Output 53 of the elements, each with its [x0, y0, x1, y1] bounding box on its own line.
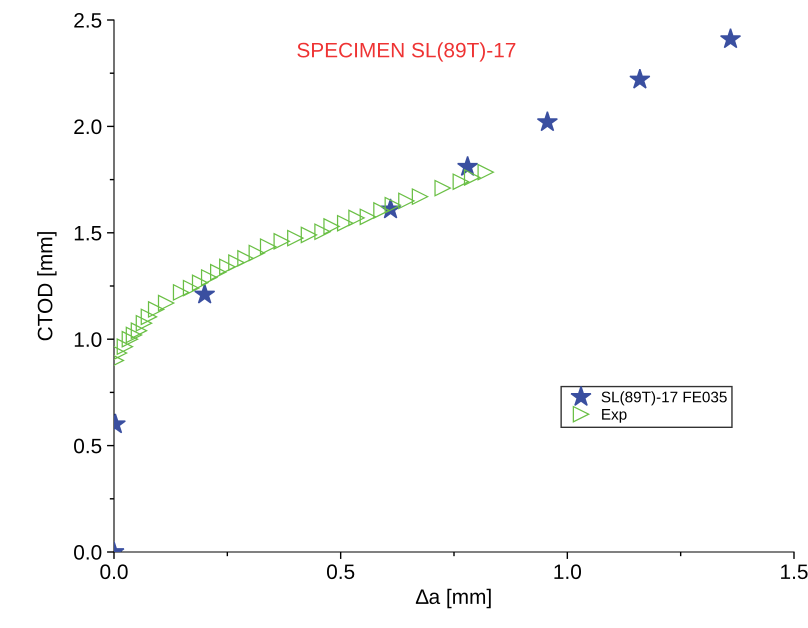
point	[373, 202, 390, 219]
point	[398, 192, 415, 210]
point	[336, 214, 354, 232]
point	[219, 258, 236, 276]
point	[412, 188, 428, 205]
point	[172, 284, 190, 301]
point	[136, 314, 152, 332]
point	[126, 326, 142, 344]
point	[182, 280, 200, 296]
point	[194, 283, 216, 304]
point	[228, 254, 245, 271]
point	[130, 322, 148, 339]
x-tick-label: 1.5	[781, 564, 808, 580]
x-tick-label: 0.5	[327, 564, 354, 580]
point	[140, 308, 158, 326]
x-tick-label: 0.0	[100, 564, 128, 580]
point	[148, 301, 164, 318]
point	[158, 294, 174, 312]
y-tick-label: 1.0	[74, 332, 102, 347]
point	[323, 218, 340, 235]
point	[210, 264, 227, 280]
point	[248, 244, 266, 262]
y-tick-label: 0.5	[74, 438, 102, 454]
point	[536, 111, 558, 132]
point	[237, 250, 254, 267]
point	[116, 338, 134, 355]
point	[720, 28, 742, 48]
point	[287, 230, 304, 246]
point	[260, 238, 276, 255]
point	[434, 180, 451, 196]
point	[629, 68, 650, 89]
point	[300, 226, 318, 244]
y-tick-label: 2.0	[74, 119, 102, 134]
legend-label: Exp	[602, 409, 627, 423]
point	[122, 330, 138, 348]
annotation: SPECIMEN SL(89T)-17	[297, 42, 516, 62]
point	[192, 274, 208, 292]
point	[457, 156, 478, 176]
point	[314, 223, 331, 240]
legend-label: SL(89T)-17 FE035	[602, 391, 727, 406]
point	[360, 208, 376, 226]
point	[464, 169, 480, 186]
y-tick-label: 1.5	[74, 226, 102, 241]
point	[348, 210, 365, 226]
x-tick-label: 1.0	[554, 564, 581, 580]
point	[273, 233, 290, 250]
x-axis-title: ∆a [mm]	[416, 588, 491, 608]
y-tick-label: 2.5	[74, 13, 102, 28]
y-tick-label: 0.0	[74, 545, 102, 560]
point	[200, 269, 218, 286]
point	[477, 164, 494, 180]
point	[452, 173, 470, 190]
y-axis-title: CTOD [mm]	[37, 232, 57, 340]
